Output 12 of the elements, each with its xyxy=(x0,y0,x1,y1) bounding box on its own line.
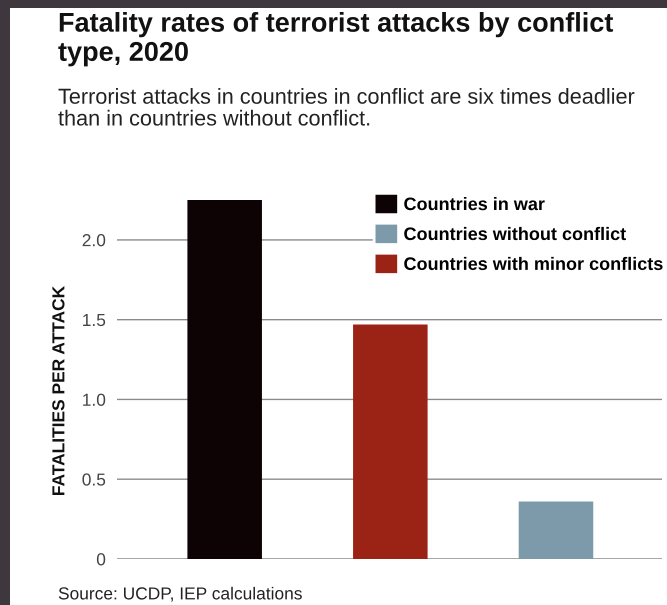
chart-title: Fatality rates of terrorist attacks by conflict type, 2020 xyxy=(58,12,614,66)
y-tick-label: 1.0 xyxy=(83,394,106,406)
y-tick-label: 1.5 xyxy=(83,314,106,326)
y-tick-label: 2.0 xyxy=(82,234,106,246)
legend-label: Countries without conflict xyxy=(404,226,626,240)
y-tick-label: 0 xyxy=(96,553,106,566)
legend-label: Countries in war xyxy=(404,196,545,210)
source-note: Source: UCDP, IEP calculations xyxy=(58,586,302,602)
legend-label: Countries with minor conflicts xyxy=(404,256,663,270)
y-axis-title: FATALITIES PER ATTACK xyxy=(52,286,65,495)
chart-subtitle: Terrorist attacks in countries in conflict are six times deadlier than in countries without conflict. xyxy=(58,88,634,126)
y-tick-label: 0.5 xyxy=(82,473,106,486)
